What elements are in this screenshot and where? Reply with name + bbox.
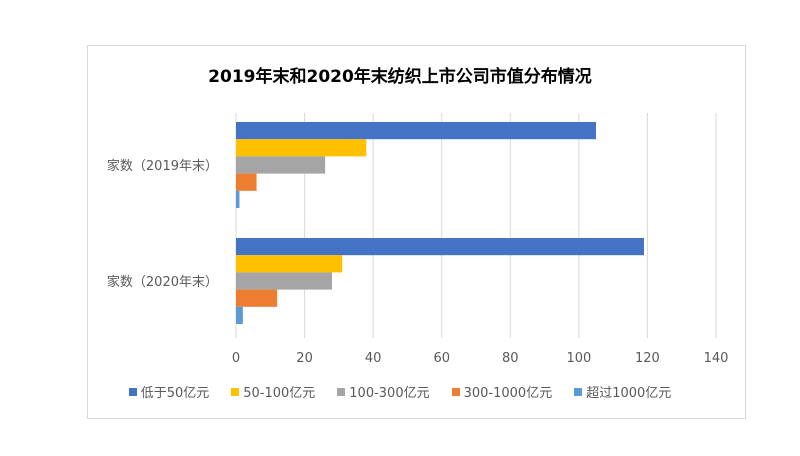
bar-2-0: [236, 156, 326, 174]
bar-4-0: [236, 190, 240, 208]
x-tick-label: 0: [232, 351, 240, 366]
x-tick-label: 140: [704, 351, 729, 366]
legend-item: 300-1000亿元: [451, 382, 553, 401]
legend-item: 低于50亿元: [128, 382, 210, 401]
legend-label: 100-300亿元: [349, 386, 430, 401]
x-tick-label: 20: [296, 351, 313, 366]
bar-2-1: [236, 272, 332, 290]
legend-item: 50-100亿元: [231, 382, 315, 401]
x-tick-label: 100: [566, 351, 591, 366]
legend-swatch: [451, 387, 460, 396]
legend-label: 300-1000亿元: [463, 386, 553, 401]
bar-3-1: [236, 289, 278, 307]
legend-swatch: [231, 387, 240, 396]
bar-1-1: [236, 255, 343, 273]
x-tick-label: 80: [502, 351, 519, 366]
x-tick-label: 60: [433, 351, 450, 366]
legend-swatch: [337, 387, 346, 396]
bar-0-0: [236, 122, 596, 140]
legend-item: 100-300亿元: [337, 382, 430, 401]
legend-swatch: [574, 387, 583, 396]
bar-0-1: [236, 238, 644, 256]
bar-4-1: [236, 306, 243, 324]
x-tick-label: 120: [635, 351, 660, 366]
legend-label: 50-100亿元: [243, 386, 316, 401]
x-tick-label: 40: [365, 351, 382, 366]
bar-3-0: [236, 173, 257, 191]
chart-title: 2019年末和2020年末纺织上市公司市值分布情况: [208, 67, 592, 87]
category-label: 家数（2020年末）: [107, 274, 218, 290]
chart-area: [87, 45, 746, 419]
legend-item: 超过1000亿元: [574, 382, 671, 401]
category-label: 家数（2019年末）: [107, 158, 218, 174]
legend-label: 超过1000亿元: [586, 386, 672, 401]
legend: 低于50亿元 50-100亿元 100-300亿元 300-1000亿元 超过1000亿…: [0, 382, 800, 401]
legend-swatch: [128, 387, 137, 396]
bar-1-0: [236, 139, 367, 157]
legend-label: 低于50亿元: [140, 386, 210, 401]
